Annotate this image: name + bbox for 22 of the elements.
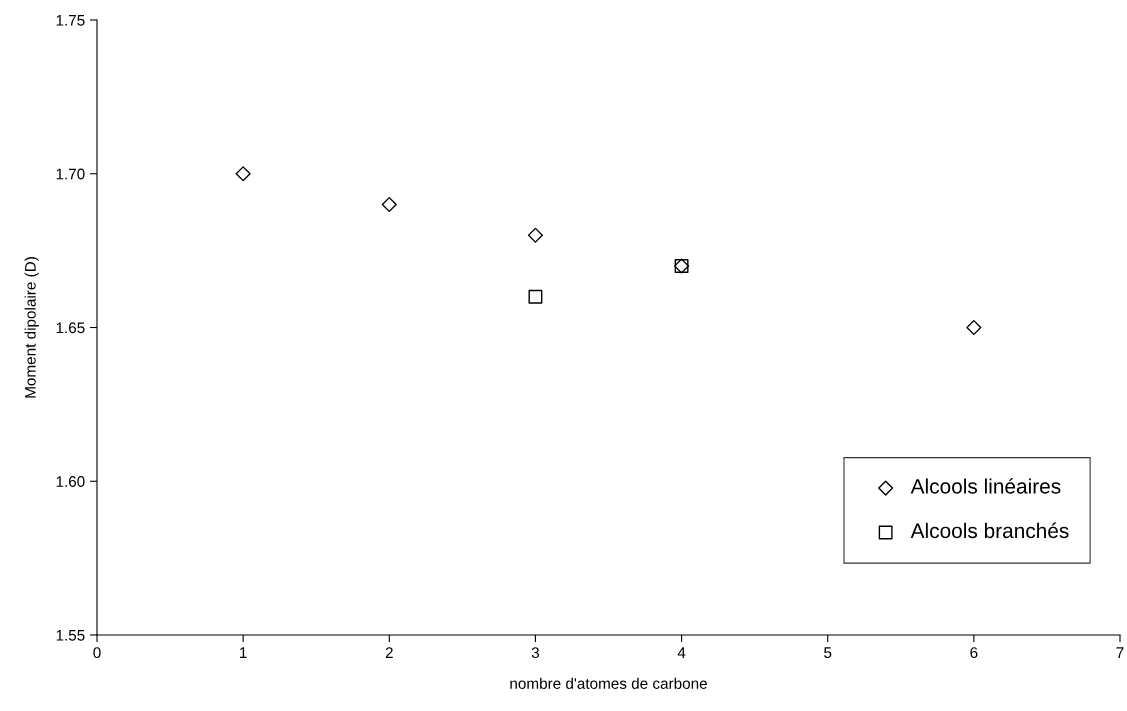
y-tick-label: 1.65 (56, 322, 85, 334)
y-tick-label: 1.70 (56, 168, 85, 180)
x-tick-label: 1 (240, 647, 247, 658)
point (528, 289, 543, 304)
legend-label: Alcools linéaires (910, 478, 1061, 494)
x-tick-label: 5 (824, 647, 832, 659)
y-tick-label: 1.60 (56, 476, 85, 487)
point (966, 319, 982, 336)
point (381, 196, 397, 213)
y-tick-label: 1.75 (56, 15, 85, 26)
x-tick-label: 4 (677, 647, 686, 658)
legend-label: Alcools branchés (910, 522, 1069, 539)
x-axis-title: nombre d'atomes de carbone (510, 677, 707, 689)
x-tick-label: 7 (1116, 647, 1124, 658)
x-tick-label: 0 (93, 647, 101, 659)
point (527, 227, 543, 243)
point (235, 166, 251, 182)
y-axis-title: Moment dipolaire (D) (24, 257, 39, 398)
x-tick-label: 6 (970, 647, 978, 659)
x-tick-label: 3 (531, 647, 540, 659)
x-tick-label: 2 (385, 647, 393, 658)
y-tick-label: 1.55 (56, 630, 85, 641)
